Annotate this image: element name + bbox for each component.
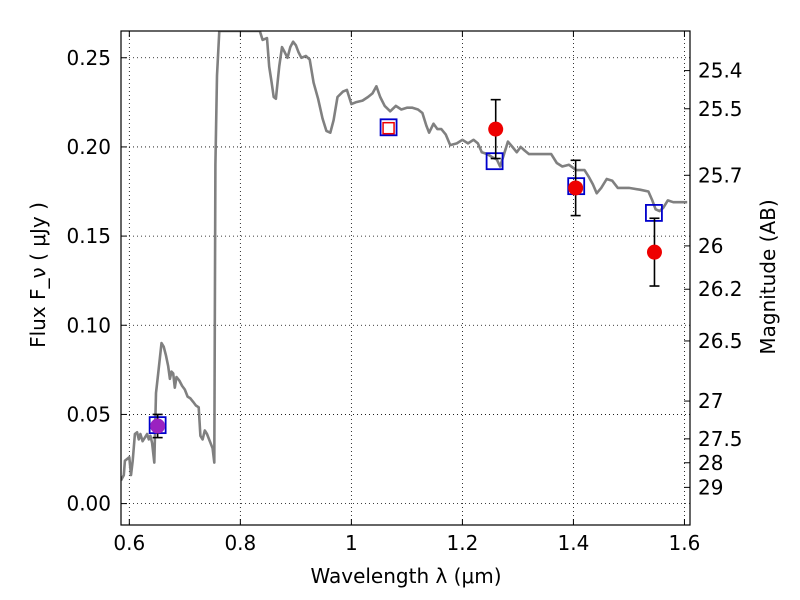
x-tick-label: 0.6 — [113, 531, 145, 555]
y2-tick-label: 25.7 — [698, 163, 743, 187]
y-tick-label: 0.20 — [66, 135, 111, 159]
model-spectrum-layer — [121, 31, 688, 482]
model-spectrum-line — [121, 31, 688, 482]
x-tick-label: 0.8 — [224, 531, 256, 555]
y-axis-label: Flux F_ν ( μJy ) — [26, 202, 50, 348]
y2-tick-label: 27 — [698, 389, 723, 413]
model-photometry-square — [379, 118, 398, 137]
x-tick-label: 1.2 — [446, 531, 478, 555]
y2-tick-label: 26.2 — [698, 277, 743, 301]
model-photometry-square — [485, 152, 504, 171]
y2-tick-label: 26 — [698, 234, 723, 258]
y2-tick-label: 26.5 — [698, 329, 743, 353]
y2-tick-label: 25.4 — [698, 59, 743, 83]
y2-tick-label: 29 — [698, 475, 723, 499]
y2-tick-label: 25.5 — [698, 97, 743, 121]
observed-flux-point — [646, 244, 662, 260]
observed-flux-point — [568, 180, 584, 196]
y2-axis-label: Magnitude (AB) — [756, 199, 780, 354]
y-tick-label: 0.25 — [66, 46, 111, 70]
photometry-markers-layer — [148, 98, 663, 439]
x-tick-label: 1 — [345, 531, 358, 555]
x-tick-label: 1.4 — [558, 531, 590, 555]
observed-flux-point — [150, 418, 166, 434]
ticks-layer: 0.6 0.8 1 1.2 1.4 1.6 0.00 0.05 0.10 0.15 0.20 0.25… — [66, 31, 743, 555]
observed-flux-point — [488, 121, 504, 137]
y2-tick-label: 28 — [698, 451, 723, 475]
x-axis-label: Wavelength λ (μm) — [310, 564, 501, 588]
upper-limit-square — [382, 121, 395, 135]
y-tick-label: 0.00 — [66, 492, 111, 516]
y-tick-label: 0.10 — [66, 313, 111, 337]
x-tick-label: 1.6 — [669, 531, 701, 555]
y-tick-label: 0.15 — [66, 224, 111, 248]
y2-tick-label: 27.5 — [698, 427, 743, 451]
grid-layer — [121, 31, 690, 525]
y-tick-label: 0.05 — [66, 402, 111, 426]
plot-frame — [120, 30, 691, 526]
